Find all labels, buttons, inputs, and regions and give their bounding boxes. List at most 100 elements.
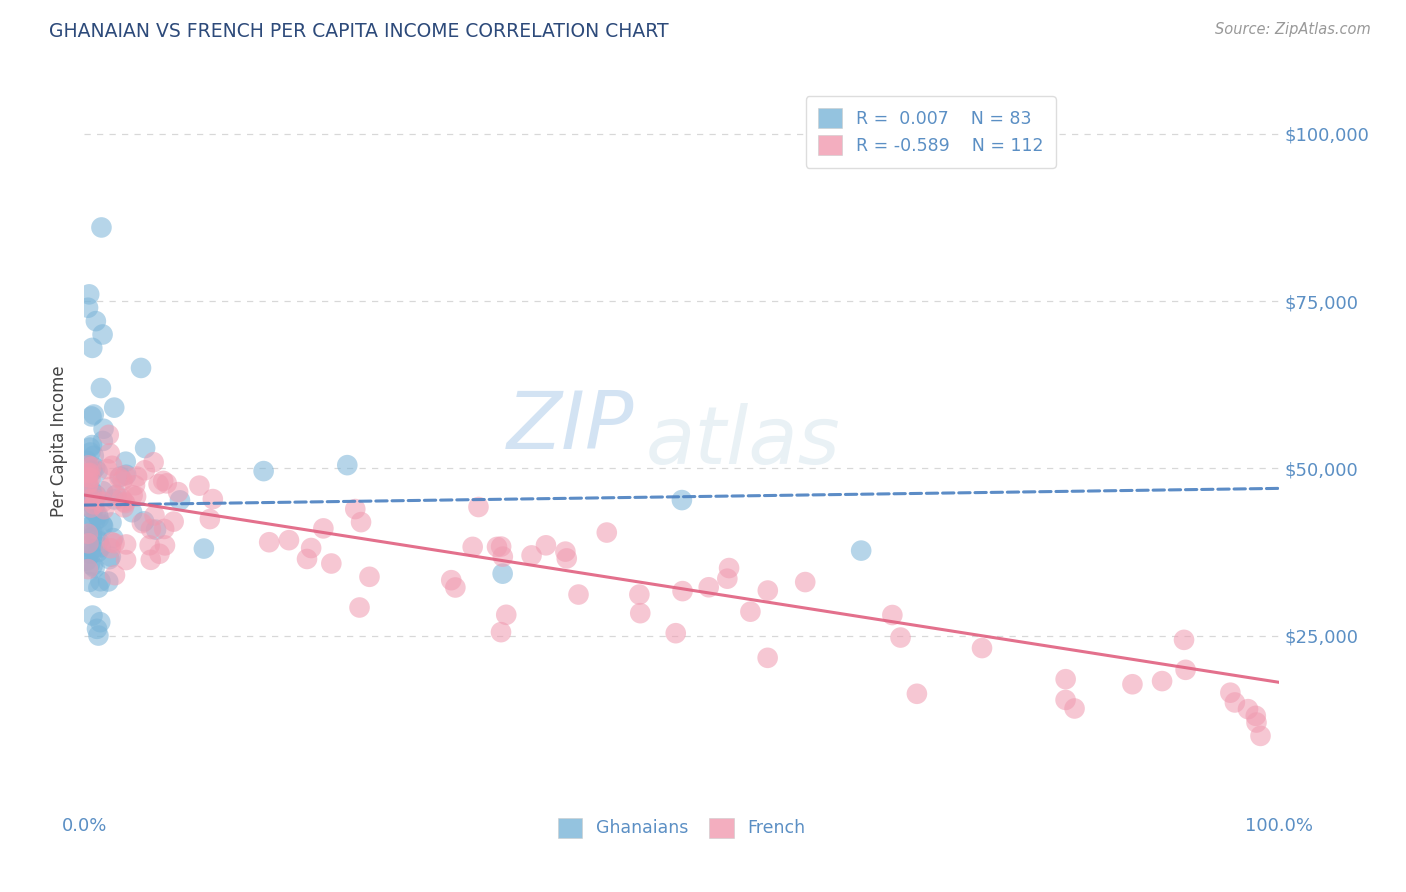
Point bbox=[84, 506, 107, 520]
Point bbox=[440, 573, 463, 587]
Point bbox=[77, 562, 100, 576]
Point bbox=[495, 607, 517, 622]
Point bbox=[82, 438, 104, 452]
Point bbox=[671, 493, 693, 508]
Point bbox=[77, 287, 100, 301]
Point bbox=[125, 490, 148, 504]
Point bbox=[91, 517, 114, 532]
Point bbox=[93, 502, 115, 516]
Point bbox=[90, 381, 112, 395]
Point bbox=[86, 488, 108, 502]
Point bbox=[169, 493, 191, 508]
Point bbox=[312, 521, 335, 535]
Point bbox=[148, 477, 170, 491]
Point bbox=[87, 511, 110, 525]
Point bbox=[489, 625, 512, 640]
Point bbox=[101, 535, 124, 549]
Point bbox=[111, 474, 134, 488]
Point bbox=[167, 485, 190, 500]
Point bbox=[718, 561, 741, 575]
Point bbox=[103, 531, 125, 545]
Point bbox=[555, 551, 578, 566]
Point bbox=[163, 515, 186, 529]
Point bbox=[83, 408, 105, 422]
Point bbox=[86, 465, 108, 479]
Point bbox=[83, 493, 105, 508]
Point bbox=[1219, 686, 1241, 700]
Point bbox=[79, 471, 101, 485]
Point bbox=[336, 458, 359, 472]
Point bbox=[80, 409, 103, 424]
Point bbox=[145, 523, 167, 537]
Point bbox=[114, 468, 136, 483]
Point bbox=[139, 522, 162, 536]
Point bbox=[492, 566, 515, 581]
Text: GHANAIAN VS FRENCH PER CAPITA INCOME CORRELATION CHART: GHANAIAN VS FRENCH PER CAPITA INCOME COR… bbox=[49, 22, 669, 41]
Point bbox=[100, 516, 122, 530]
Point bbox=[851, 543, 873, 558]
Point bbox=[665, 626, 688, 640]
Point bbox=[108, 471, 131, 485]
Point bbox=[79, 466, 101, 480]
Point bbox=[77, 475, 100, 490]
Point bbox=[80, 547, 103, 561]
Point bbox=[91, 327, 114, 342]
Point bbox=[79, 519, 101, 533]
Point bbox=[76, 554, 98, 568]
Point bbox=[134, 441, 156, 455]
Point bbox=[121, 505, 143, 519]
Point bbox=[1250, 729, 1272, 743]
Point bbox=[359, 570, 381, 584]
Point bbox=[110, 469, 132, 483]
Point bbox=[124, 478, 146, 492]
Point bbox=[794, 575, 817, 590]
Point bbox=[76, 540, 98, 554]
Point bbox=[153, 522, 176, 536]
Point bbox=[278, 533, 301, 548]
Point bbox=[76, 500, 98, 514]
Point bbox=[534, 538, 557, 552]
Point bbox=[87, 508, 110, 522]
Point bbox=[152, 474, 174, 488]
Point bbox=[467, 500, 489, 514]
Point bbox=[1244, 708, 1267, 723]
Point bbox=[100, 541, 122, 556]
Point bbox=[253, 464, 276, 478]
Point bbox=[80, 483, 103, 498]
Point bbox=[1152, 674, 1174, 689]
Point bbox=[628, 588, 651, 602]
Point bbox=[91, 484, 114, 499]
Point bbox=[79, 495, 101, 509]
Point bbox=[1223, 696, 1246, 710]
Text: atlas: atlas bbox=[647, 402, 841, 481]
Point bbox=[77, 470, 100, 484]
Point bbox=[131, 516, 153, 530]
Point bbox=[104, 489, 127, 503]
Point bbox=[349, 600, 371, 615]
Point bbox=[98, 446, 121, 460]
Point bbox=[485, 540, 508, 554]
Point bbox=[77, 477, 100, 491]
Point bbox=[91, 519, 114, 533]
Legend: Ghanaians, French: Ghanaians, French bbox=[551, 811, 813, 845]
Text: Source: ZipAtlas.com: Source: ZipAtlas.com bbox=[1215, 22, 1371, 37]
Point bbox=[121, 488, 143, 502]
Point bbox=[79, 558, 101, 572]
Point bbox=[90, 220, 112, 235]
Point bbox=[129, 361, 152, 376]
Point bbox=[79, 441, 101, 455]
Point bbox=[86, 622, 108, 636]
Point bbox=[156, 476, 179, 491]
Point bbox=[489, 540, 512, 554]
Point bbox=[87, 581, 110, 595]
Point bbox=[82, 526, 104, 541]
Point bbox=[76, 475, 98, 490]
Point bbox=[77, 486, 100, 500]
Point bbox=[115, 553, 138, 567]
Point bbox=[132, 514, 156, 528]
Point bbox=[98, 552, 121, 566]
Point bbox=[104, 568, 127, 582]
Point bbox=[100, 480, 122, 494]
Point bbox=[77, 301, 100, 315]
Point bbox=[321, 557, 343, 571]
